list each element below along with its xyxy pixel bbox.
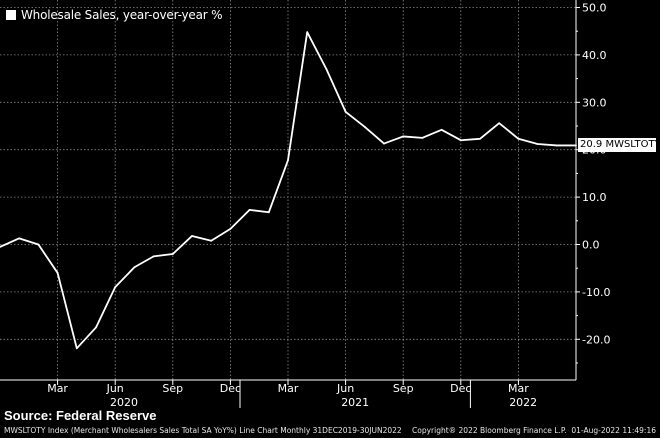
data-point bbox=[402, 135, 405, 138]
data-point bbox=[536, 143, 539, 145]
data-point bbox=[306, 31, 309, 34]
data-point bbox=[171, 253, 174, 255]
x-tick-label: Jun bbox=[336, 382, 354, 395]
x-tick-label: Dec bbox=[450, 382, 471, 395]
footer-description: MWSLTOTY Index (Merchant Wholesalers Sal… bbox=[4, 426, 402, 435]
x-tick-label: Sep bbox=[393, 382, 414, 395]
data-point bbox=[325, 68, 328, 71]
y-tick-label: 30.0 bbox=[582, 96, 607, 109]
x-tick-label: Mar bbox=[47, 382, 68, 395]
last-value-label: 20.9 MWSLTOTY bbox=[578, 138, 660, 152]
legend: Wholesale Sales, year-over-year % bbox=[6, 8, 222, 22]
data-point bbox=[287, 159, 289, 162]
x-axis-ticks: Mar Jun Sep Dec Mar Jun Sep Dec Mar 2020 2021 2022 bbox=[47, 380, 537, 409]
x-tick-label: Sep bbox=[162, 382, 183, 395]
x-year-label: 2022 bbox=[509, 396, 537, 409]
data-point bbox=[75, 347, 78, 350]
data-point bbox=[114, 286, 117, 289]
y-tick-label: 10.0 bbox=[582, 191, 607, 204]
data-point bbox=[133, 266, 136, 269]
x-year-label: 2021 bbox=[341, 396, 369, 409]
data-point bbox=[555, 144, 558, 147]
y-tick-label: 0.0 bbox=[582, 239, 600, 252]
data-point bbox=[479, 137, 481, 140]
y-tick-label: -20.0 bbox=[582, 333, 610, 346]
y-tick-label: -10.0 bbox=[582, 286, 610, 299]
data-point bbox=[267, 211, 270, 214]
legend-swatch bbox=[6, 10, 16, 20]
y-axis-ticks: 50.040.030.020.010.00.0-10.0-20.0 bbox=[576, 2, 610, 364]
data-point bbox=[152, 255, 155, 258]
data-point bbox=[517, 137, 520, 140]
data-point bbox=[56, 272, 59, 274]
gridlines bbox=[0, 0, 576, 380]
data-point bbox=[248, 208, 251, 211]
data-point bbox=[440, 128, 443, 131]
data-point bbox=[0, 245, 1, 248]
data-point bbox=[459, 139, 462, 142]
data-point bbox=[363, 126, 366, 128]
data-point bbox=[383, 142, 385, 145]
series-group bbox=[0, 31, 577, 350]
footer-copyright: Copyright® 2022 Bloomberg Finance L.P. bbox=[412, 426, 567, 435]
data-point bbox=[37, 243, 40, 246]
data-point bbox=[344, 110, 347, 113]
data-point bbox=[229, 227, 232, 230]
legend-label: Wholesale Sales, year-over-year % bbox=[21, 8, 223, 22]
x-year-label: 2020 bbox=[110, 396, 138, 409]
data-point bbox=[210, 239, 213, 242]
source-note: Source: Federal Reserve bbox=[4, 408, 157, 423]
x-tick-label: Mar bbox=[508, 382, 529, 395]
x-tick-label: Mar bbox=[278, 382, 299, 395]
y-tick-label: 40.0 bbox=[582, 49, 607, 62]
x-tick-label: Dec bbox=[220, 382, 241, 395]
data-point bbox=[575, 144, 577, 147]
data-point bbox=[191, 235, 193, 237]
x-tick-label: Jun bbox=[106, 382, 124, 395]
data-point bbox=[18, 237, 21, 240]
data-point bbox=[421, 136, 424, 139]
data-point bbox=[498, 122, 501, 125]
footer-timestamp: 01-Aug-2022 11:49:16 bbox=[571, 426, 656, 435]
data-point bbox=[95, 326, 97, 329]
y-tick-label: 50.0 bbox=[582, 2, 607, 15]
